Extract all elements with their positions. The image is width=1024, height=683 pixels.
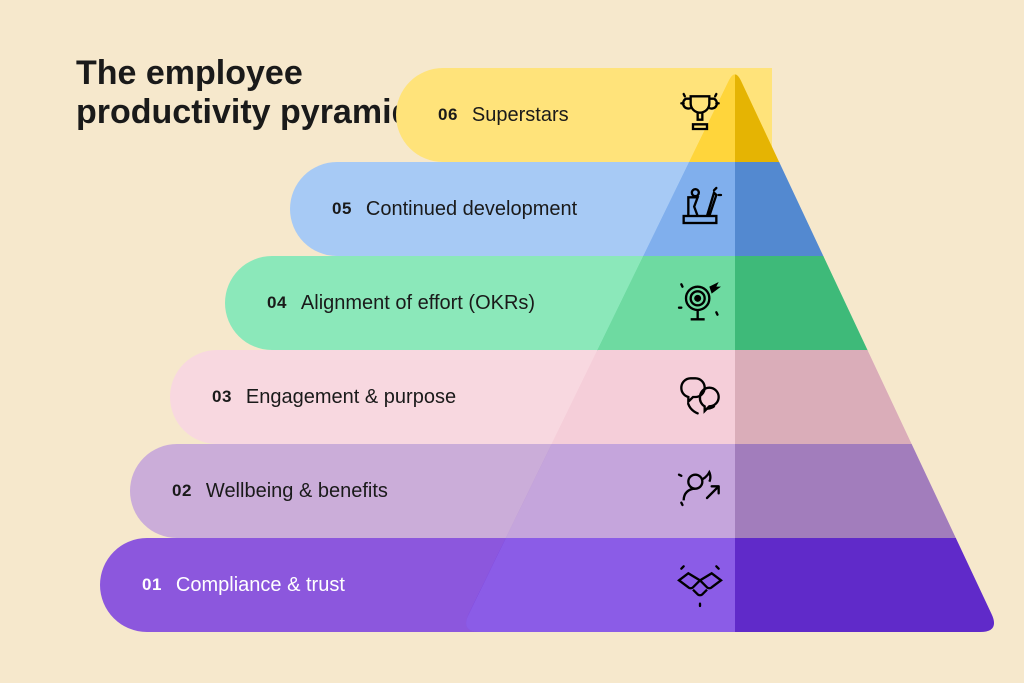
infographic-canvas: The employee productivity pyramid 06 Supe… xyxy=(0,0,1024,683)
page-title: The employee productivity pyramid xyxy=(76,54,412,132)
level-label: Engagement & purpose xyxy=(246,386,456,409)
level-number: 01 xyxy=(142,575,162,595)
level-number: 05 xyxy=(332,199,352,219)
level-bar-01: 01 Compliance & trust xyxy=(100,538,543,632)
pyramid-shadow xyxy=(735,68,1000,632)
level-bar-03: 03 Engagement & purpose xyxy=(170,350,635,444)
level-number: 04 xyxy=(267,293,287,313)
level-label: Wellbeing & benefits xyxy=(206,480,388,503)
level-number: 02 xyxy=(172,481,192,501)
level-label: Superstars xyxy=(472,104,569,127)
handshake-icon xyxy=(665,550,735,620)
level-bar-05: 05 Continued development xyxy=(290,162,726,256)
level-label: Compliance & trust xyxy=(176,574,345,597)
level-label: Continued development xyxy=(366,198,577,221)
level-label: Alignment of effort (OKRs) xyxy=(301,292,535,315)
level-number: 03 xyxy=(212,387,232,407)
chat-icon xyxy=(665,362,735,432)
grow-icon xyxy=(665,456,735,526)
level-number: 06 xyxy=(438,105,458,125)
level-bar-02: 02 Wellbeing & benefits xyxy=(130,444,589,538)
level-bar-04: 04 Alignment of effort (OKRs) xyxy=(225,256,680,350)
level-bar-06: 06 Superstars xyxy=(396,68,772,162)
